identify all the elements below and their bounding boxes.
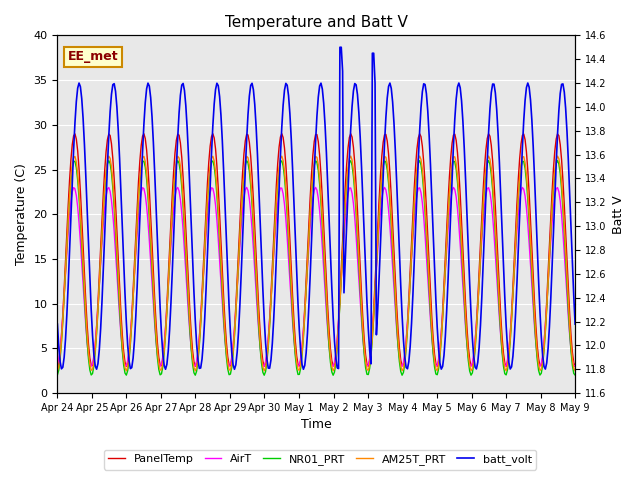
Line: NR01_PRT: NR01_PRT [58, 161, 575, 375]
batt_volt [425, 132, 433, 138]
batt_volt [336, 44, 344, 50]
AM25T_PRT [425, 277, 433, 283]
Text: EE_met: EE_met [68, 50, 118, 63]
AirT [71, 186, 79, 192]
AirT [312, 184, 319, 190]
PanelTemp [54, 363, 61, 369]
Line: AirT: AirT [58, 187, 575, 366]
AirT [572, 363, 579, 369]
batt_volt [230, 366, 238, 372]
X-axis label: Time: Time [301, 419, 332, 432]
AM25T_PRT [321, 267, 329, 273]
batt_volt [570, 293, 577, 299]
Title: Temperature and Batt V: Temperature and Batt V [225, 15, 408, 30]
NR01_PRT [71, 158, 79, 164]
AirT [570, 363, 577, 369]
batt_volt [71, 120, 79, 125]
PanelTemp [424, 233, 431, 239]
AM25T_PRT [570, 365, 577, 371]
NR01_PRT [87, 372, 95, 378]
PanelTemp [347, 131, 355, 137]
AM25T_PRT [572, 368, 579, 373]
AM25T_PRT [54, 368, 61, 373]
batt_volt [321, 122, 329, 128]
NR01_PRT [554, 158, 561, 164]
AirT [54, 363, 61, 369]
Legend: PanelTemp, AirT, NR01_PRT, AM25T_PRT, batt_volt: PanelTemp, AirT, NR01_PRT, AM25T_PRT, ba… [104, 450, 536, 469]
PanelTemp [87, 362, 95, 368]
AirT [425, 296, 433, 302]
NR01_PRT [54, 372, 61, 378]
PanelTemp [71, 131, 79, 137]
AirT [502, 362, 510, 368]
AM25T_PRT [502, 368, 510, 373]
AirT [87, 363, 95, 369]
NR01_PRT [330, 372, 337, 378]
AM25T_PRT [87, 367, 95, 373]
Y-axis label: Batt V: Batt V [612, 195, 625, 234]
AirT [89, 361, 97, 367]
Line: AM25T_PRT: AM25T_PRT [58, 156, 575, 371]
NR01_PRT [501, 371, 509, 377]
AM25T_PRT [416, 153, 424, 159]
NR01_PRT [572, 372, 579, 378]
batt_volt [87, 307, 95, 312]
batt_volt [54, 321, 61, 327]
AM25T_PRT [71, 154, 79, 159]
PanelTemp [501, 360, 509, 366]
Line: PanelTemp: PanelTemp [58, 134, 575, 366]
NR01_PRT [424, 259, 431, 265]
PanelTemp [572, 363, 579, 369]
PanelTemp [320, 222, 328, 228]
Y-axis label: Temperature (C): Temperature (C) [15, 163, 28, 265]
PanelTemp [568, 349, 576, 355]
Line: batt_volt: batt_volt [58, 47, 575, 369]
batt_volt [572, 321, 579, 327]
NR01_PRT [570, 371, 577, 376]
NR01_PRT [320, 249, 328, 254]
AirT [323, 309, 330, 314]
batt_volt [502, 323, 510, 329]
AM25T_PRT [191, 368, 199, 373]
